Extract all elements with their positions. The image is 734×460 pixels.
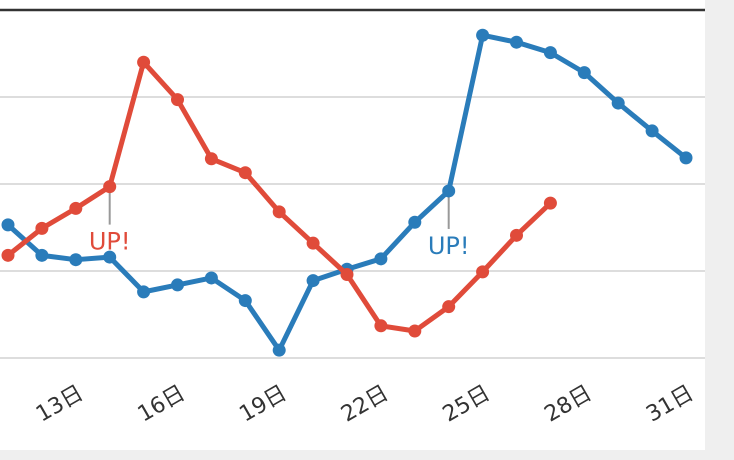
data-point (543, 46, 557, 60)
data-point (340, 267, 354, 281)
data-point (238, 294, 252, 308)
data-point (476, 28, 490, 42)
data-point (442, 300, 456, 314)
data-point (679, 151, 693, 165)
data-point (374, 252, 388, 266)
data-point (204, 271, 218, 285)
data-point (137, 285, 151, 299)
data-point (408, 324, 422, 338)
annotation: UP! (428, 232, 470, 260)
data-point (35, 221, 49, 235)
data-point (272, 343, 286, 357)
data-point (577, 66, 591, 80)
data-point (408, 215, 422, 229)
data-point (543, 196, 557, 210)
plot-background (0, 0, 705, 450)
data-point (374, 319, 388, 333)
data-point (442, 184, 456, 198)
data-point (204, 152, 218, 166)
data-point (510, 35, 523, 49)
data-point (137, 55, 151, 69)
data-point (272, 205, 286, 219)
data-point (103, 180, 117, 194)
data-point (1, 218, 15, 232)
data-point (1, 248, 15, 262)
data-point (35, 248, 49, 262)
data-point (238, 166, 252, 180)
data-point (171, 93, 184, 107)
data-point (306, 274, 320, 288)
data-point (171, 278, 184, 292)
data-point (69, 201, 83, 215)
data-point (645, 124, 659, 138)
data-point (510, 228, 523, 242)
data-point (476, 265, 490, 279)
data-point (306, 236, 320, 250)
data-point (69, 253, 83, 267)
data-point (611, 96, 625, 110)
data-point (103, 250, 117, 264)
